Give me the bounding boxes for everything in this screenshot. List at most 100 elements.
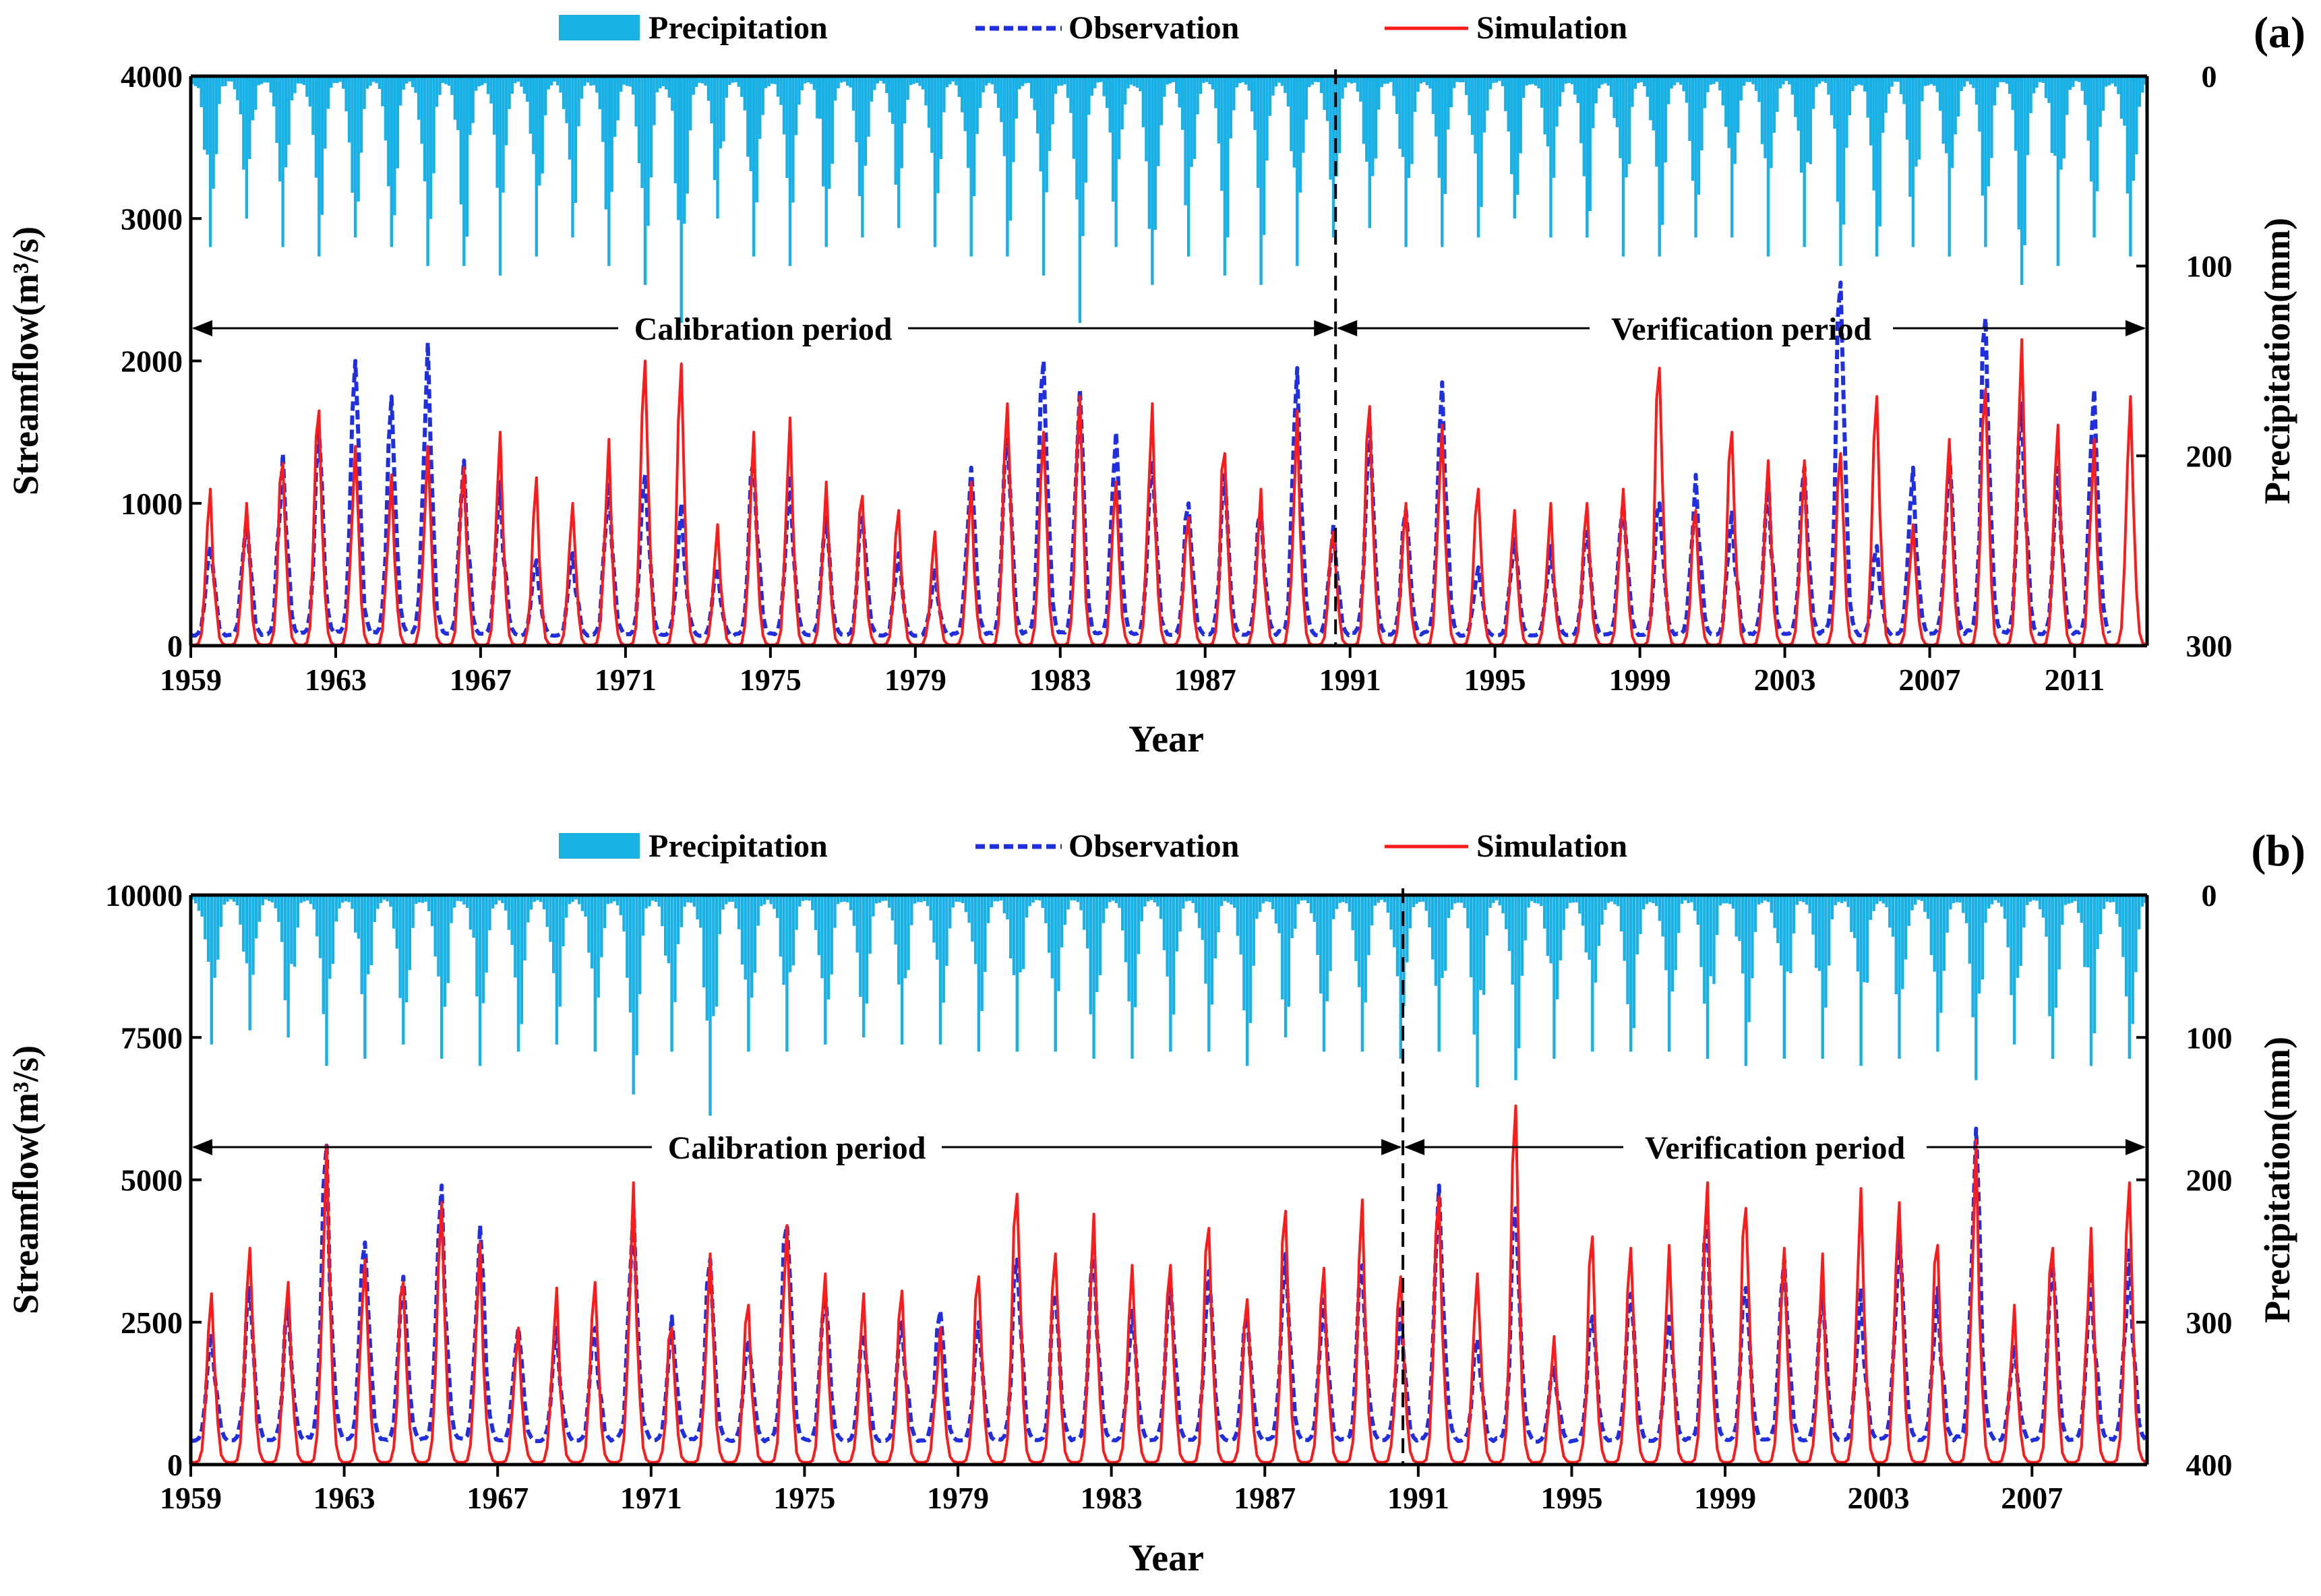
precipitation-bar <box>1392 76 1395 96</box>
precipitation-bar <box>680 895 684 927</box>
precipitation-bar <box>545 895 549 927</box>
precipitation-bar <box>1682 76 1685 92</box>
precipitation-bar <box>1241 76 1244 83</box>
precipitation-bar <box>230 76 233 82</box>
precipitation-bar <box>220 76 224 87</box>
precipitation-bar <box>1933 895 1936 972</box>
precipitation-bar <box>1843 895 1847 902</box>
precipitation-bar <box>1845 76 1848 148</box>
precipitation-bar <box>775 895 779 919</box>
precipitation-bar <box>415 895 418 904</box>
precipitation-bar <box>1236 895 1240 936</box>
precipitation-bar <box>782 895 785 985</box>
precipitation-bar <box>212 76 215 189</box>
period-label: Calibration period <box>634 311 893 347</box>
precipitation-bar <box>2096 895 2099 950</box>
precipitation-bar <box>443 895 447 1007</box>
precipitation-bar <box>1354 895 1358 961</box>
x-tick-label: 1967 <box>466 1481 529 1515</box>
x-tick-label: 1971 <box>595 663 657 697</box>
precipitation-bar <box>1351 895 1354 931</box>
precipitation-bar <box>1048 76 1052 152</box>
precipitation-bar <box>593 895 597 1052</box>
precipitation-bar <box>2019 895 2022 966</box>
precipitation-bar <box>1623 895 1626 961</box>
precipitation-bar <box>881 895 884 901</box>
precipitation-bar <box>1459 895 1464 903</box>
y-tick-label: 2500 <box>121 1306 183 1340</box>
precipitation-bar <box>1558 76 1562 106</box>
precipitation-bar <box>1461 76 1465 83</box>
precipitation-bar <box>826 895 831 1000</box>
precipitation-bar <box>592 76 596 86</box>
precipitation-bar <box>760 895 763 907</box>
precipitation-bar <box>2014 76 2018 151</box>
precipitation-bar <box>197 895 201 911</box>
precipitation-bar <box>1051 76 1054 125</box>
precipitation-bar <box>584 895 587 917</box>
precipitation-bar <box>1629 895 1633 1052</box>
precipitation-bar <box>795 895 798 930</box>
precipitation-bar <box>1018 76 1021 90</box>
precipitation-bar <box>1190 76 1193 167</box>
precipitation-bar <box>1248 895 1253 1023</box>
precipitation-bar <box>637 76 641 164</box>
precipitation-bar <box>481 895 485 1004</box>
y2-axis-title: Precipitation(mm) <box>2257 218 2297 504</box>
precipitation-bar <box>242 895 245 952</box>
precipitation-bar <box>601 76 605 142</box>
legend-simulation-label: Simulation <box>1476 828 1627 864</box>
precipitation-bar <box>1201 895 1204 940</box>
precipitation-bar <box>958 895 961 902</box>
precipitation-bar <box>1667 76 1670 104</box>
precipitation-bar <box>236 76 239 100</box>
precipitation-bar <box>628 76 632 87</box>
precipitation-bar <box>1329 895 1332 971</box>
precipitation-bar <box>1610 895 1613 902</box>
precipitation-bar <box>1329 76 1332 180</box>
precipitation-bar <box>1687 895 1690 903</box>
precipitation-bar <box>779 76 783 105</box>
precipitation-bar <box>1386 895 1389 913</box>
precipitation-bar <box>686 76 689 194</box>
precipitation-bar <box>1418 895 1422 902</box>
precipitation-bar <box>453 895 456 908</box>
precipitation-bar <box>1453 76 1456 88</box>
period-label: Calibration period <box>668 1130 926 1166</box>
precipitation-bar <box>1485 895 1488 935</box>
precipitation-bar <box>1098 895 1102 975</box>
precipitation-bar <box>1111 895 1115 901</box>
precipitation-bar <box>785 895 789 1052</box>
precipitation-bar <box>2017 76 2020 230</box>
precipitation-bar <box>2089 76 2093 182</box>
precipitation-bar <box>955 895 958 902</box>
precipitation-bar <box>1735 895 1738 937</box>
precipitation-bar <box>964 895 968 913</box>
precipitation-bar <box>731 895 734 902</box>
precipitation-bar <box>2062 76 2066 159</box>
precipitation-bar <box>1105 895 1108 909</box>
precipitation-bar <box>1126 76 1130 89</box>
precipitation-bar <box>1525 76 1528 86</box>
precipitation-bar <box>526 895 530 923</box>
precipitation-bar <box>615 895 620 906</box>
simulation-line <box>192 338 2146 646</box>
precipitation-bar <box>1664 76 1667 162</box>
precipitation-bar <box>865 895 869 1004</box>
precipitation-bar <box>398 895 402 998</box>
precipitation-bar <box>1482 76 1486 133</box>
precipitation-bar <box>542 895 546 910</box>
precipitation-bar <box>631 76 635 95</box>
precipitation-bar <box>1415 895 1418 904</box>
precipitation-bar <box>393 76 396 216</box>
precipitation-bar <box>508 76 511 109</box>
precipitation-bar <box>210 895 213 1045</box>
precipitation-bar <box>1575 895 1578 902</box>
precipitation-bar <box>1054 895 1057 1052</box>
precipitation-bar <box>1159 895 1163 919</box>
precipitation-bar <box>1997 895 2000 903</box>
precipitation-bar <box>1298 76 1302 193</box>
precipitation-bar <box>1389 895 1393 930</box>
precipitation-bar <box>988 76 991 84</box>
precipitation-bar <box>1389 76 1393 82</box>
